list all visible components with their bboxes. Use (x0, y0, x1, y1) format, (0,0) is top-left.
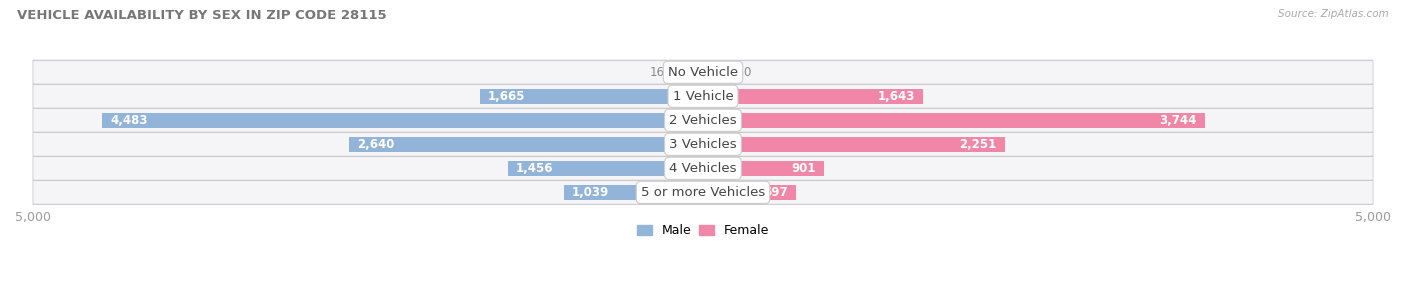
FancyBboxPatch shape (32, 180, 1374, 204)
Text: No Vehicle: No Vehicle (668, 66, 738, 79)
Text: 3 Vehicles: 3 Vehicles (669, 138, 737, 151)
Legend: Male, Female: Male, Female (631, 219, 775, 242)
Text: 1,643: 1,643 (877, 90, 915, 103)
Text: 1 Vehicle: 1 Vehicle (672, 90, 734, 103)
Text: 1,039: 1,039 (572, 186, 609, 199)
Bar (349, 137, 703, 152)
Bar (703, 137, 1005, 152)
Bar (479, 89, 703, 104)
Bar (508, 161, 703, 176)
Bar (103, 113, 703, 128)
Text: 3,744: 3,744 (1160, 114, 1197, 127)
FancyBboxPatch shape (34, 157, 1372, 179)
FancyBboxPatch shape (32, 60, 1374, 84)
Bar (703, 161, 824, 176)
Text: 2 Vehicles: 2 Vehicles (669, 114, 737, 127)
Bar (703, 65, 721, 80)
Text: VEHICLE AVAILABILITY BY SEX IN ZIP CODE 28115: VEHICLE AVAILABILITY BY SEX IN ZIP CODE … (17, 9, 387, 22)
Text: 2,640: 2,640 (357, 138, 395, 151)
Text: 1,665: 1,665 (488, 90, 526, 103)
FancyBboxPatch shape (34, 109, 1372, 131)
Text: Source: ZipAtlas.com: Source: ZipAtlas.com (1278, 9, 1389, 19)
FancyBboxPatch shape (34, 181, 1372, 203)
Text: 140: 140 (730, 66, 752, 79)
Text: 4 Vehicles: 4 Vehicles (669, 162, 737, 175)
Bar (703, 113, 1205, 128)
Bar (703, 185, 796, 200)
Text: 901: 901 (792, 162, 815, 175)
FancyBboxPatch shape (32, 84, 1374, 108)
FancyBboxPatch shape (34, 85, 1372, 107)
FancyBboxPatch shape (34, 133, 1372, 155)
Bar (564, 185, 703, 200)
FancyBboxPatch shape (32, 156, 1374, 180)
FancyBboxPatch shape (34, 61, 1372, 83)
Text: 697: 697 (763, 186, 789, 199)
Text: 5 or more Vehicles: 5 or more Vehicles (641, 186, 765, 199)
Text: 4,483: 4,483 (110, 114, 148, 127)
Bar (703, 89, 924, 104)
Text: 1,456: 1,456 (516, 162, 554, 175)
Text: 167: 167 (650, 66, 672, 79)
Text: 2,251: 2,251 (959, 138, 997, 151)
FancyBboxPatch shape (32, 132, 1374, 156)
FancyBboxPatch shape (32, 108, 1374, 132)
Bar (681, 65, 703, 80)
